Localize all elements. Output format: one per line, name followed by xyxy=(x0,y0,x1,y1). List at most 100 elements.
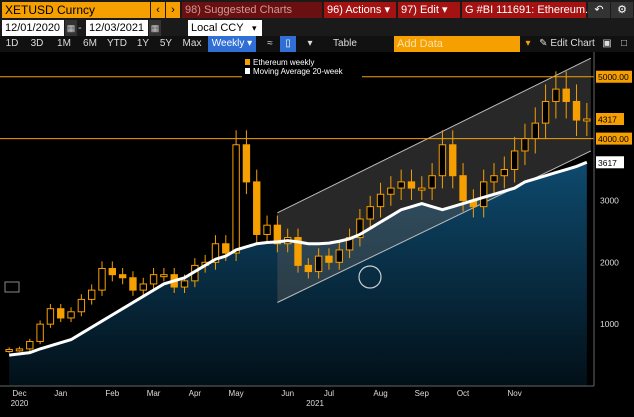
candle xyxy=(583,118,591,122)
chevron-down-icon[interactable]: ▾ xyxy=(525,38,531,49)
line-chart-icon[interactable]: ≈ xyxy=(267,38,273,49)
suggested-charts-button[interactable]: 98) Suggested Charts xyxy=(182,2,322,18)
candle xyxy=(180,280,189,288)
moving-average-line xyxy=(8,160,588,357)
range-max-button[interactable]: Max xyxy=(182,38,202,49)
candle xyxy=(387,187,395,195)
legend-swatch-ma xyxy=(245,68,250,74)
x-tick-label: May xyxy=(229,389,244,398)
candle xyxy=(232,144,240,254)
candle xyxy=(459,175,467,201)
candle xyxy=(438,144,447,177)
range-ytd-button[interactable]: YTD xyxy=(107,38,127,49)
legend-entry-ma: Moving Average 20-week xyxy=(253,67,344,76)
range-toolbar: 1D 3D 1M 6M YTD 1Y 5Y Max Weekly ▾ ≈ ▯ ▾… xyxy=(0,36,634,52)
zoom-box-icon[interactable] xyxy=(4,281,20,293)
chevron-right-icon[interactable]: › xyxy=(166,2,180,18)
currency-select[interactable]: Local CCY xyxy=(188,20,262,36)
table-button[interactable]: Table xyxy=(333,38,357,49)
highlight-circle xyxy=(358,265,382,289)
range-1d-button[interactable]: 1D xyxy=(5,38,19,49)
axes: 1000 2000 3000 4317 3617 Dec Jan Feb Mar Apr May Ju… xyxy=(0,52,624,408)
candle xyxy=(325,255,333,263)
last-ma-box xyxy=(596,156,624,169)
calendar-icon[interactable]: ▦ xyxy=(149,20,161,36)
candle xyxy=(160,274,168,278)
candle xyxy=(500,169,509,177)
candle xyxy=(108,267,117,276)
candle xyxy=(118,274,127,279)
period-select[interactable]: Weekly ▾ xyxy=(208,36,256,52)
candle xyxy=(211,243,220,263)
calendar-icon[interactable]: ▦ xyxy=(65,20,77,36)
chart-title[interactable]: G #BI 111691: Ethereum... xyxy=(462,2,594,18)
range-separator: - xyxy=(78,22,82,34)
candle xyxy=(46,308,55,325)
candle xyxy=(304,264,313,273)
ma-line xyxy=(8,160,588,357)
price-chart[interactable]: 5000.00 4000.00 1000 2000 3000 4317 3617 Dec Ja… xyxy=(0,52,634,412)
edit-button[interactable]: 97) Edit ▾ xyxy=(398,2,460,18)
range-1m-button[interactable]: 1M xyxy=(57,38,71,49)
last-price-label: 4317 xyxy=(598,114,617,124)
undo-icon[interactable]: ↶ xyxy=(588,2,610,18)
candle xyxy=(418,187,426,191)
add-data-input[interactable]: Add Data xyxy=(394,36,520,52)
candle xyxy=(129,277,137,291)
legend xyxy=(242,56,362,78)
y-tick-label: 3000 xyxy=(600,195,619,205)
edit-chart-button[interactable]: ✎ Edit Chart xyxy=(536,36,598,52)
candle xyxy=(36,323,44,342)
candle xyxy=(77,298,86,313)
candle xyxy=(314,255,323,273)
candle xyxy=(479,181,488,208)
start-date-input[interactable]: 12/01/2020 xyxy=(2,20,64,36)
actions-label: 96) Actions xyxy=(327,4,382,16)
actions-button[interactable]: 96) Actions ▾ xyxy=(324,2,396,18)
chevron-left-icon[interactable]: ‹ xyxy=(151,2,165,18)
expand-icon[interactable]: □ xyxy=(620,38,628,49)
candle xyxy=(510,150,519,171)
y-tick-label: 2000 xyxy=(600,257,619,267)
currency-value: Local CCY xyxy=(191,22,244,34)
pencil-icon: ✎ xyxy=(539,38,548,49)
chart-canvas[interactable]: 5000.00 4000.00 1000 2000 3000 4317 3617 Dec Ja… xyxy=(0,52,634,412)
chevron-down-icon[interactable]: ▾ xyxy=(252,23,257,33)
last-price-box xyxy=(596,112,624,125)
caret-down-icon: ▾ xyxy=(247,38,253,49)
chevron-down-icon[interactable]: ▾ xyxy=(307,38,313,49)
reference-label: 4000.00 xyxy=(598,134,629,144)
caret-down-icon: ▾ xyxy=(384,4,391,16)
date-toolbar: 12/01/2020 ▦ - 12/03/2021 ▦ Local CCY ▾ xyxy=(0,20,634,36)
reference-lines: 5000.00 4000.00 xyxy=(0,70,632,145)
period-label: Weekly xyxy=(211,38,245,49)
candle xyxy=(531,122,539,140)
end-date-input[interactable]: 12/03/2021 xyxy=(86,20,148,36)
candle xyxy=(397,181,405,189)
ticker-field[interactable]: XETUSD Curncy xyxy=(2,2,150,18)
range-5y-button[interactable]: 5Y xyxy=(159,38,173,49)
range-6m-button[interactable]: 6M xyxy=(83,38,97,49)
candle xyxy=(67,311,75,319)
add-data-placeholder: Add Data xyxy=(397,38,443,50)
last-ma-label: 3617 xyxy=(598,158,617,168)
legend-entry-candle: Ethereum weekly xyxy=(253,58,314,67)
range-1y-button[interactable]: 1Y xyxy=(136,38,150,49)
candle xyxy=(263,224,271,235)
crop-icon[interactable]: ▣ xyxy=(602,38,612,49)
year-label: 2020 xyxy=(11,399,29,408)
candle xyxy=(490,175,498,183)
year-label: 2021 xyxy=(306,399,324,408)
range-3d-button[interactable]: 3D xyxy=(30,38,44,49)
x-tick-label: Sep xyxy=(415,389,430,398)
reference-label-box xyxy=(596,70,632,83)
x-tick-label: Jun xyxy=(281,389,294,398)
channel-lower-line xyxy=(277,150,592,303)
candle-chart-icon[interactable]: ▯ xyxy=(280,36,296,52)
x-tick-label: Apr xyxy=(189,389,202,398)
reference-label: 5000.00 xyxy=(598,72,629,82)
gear-icon[interactable]: ⚙ xyxy=(611,2,633,18)
candle xyxy=(552,88,560,102)
candle xyxy=(273,224,282,245)
edit-chart-label: Edit Chart xyxy=(550,38,595,49)
